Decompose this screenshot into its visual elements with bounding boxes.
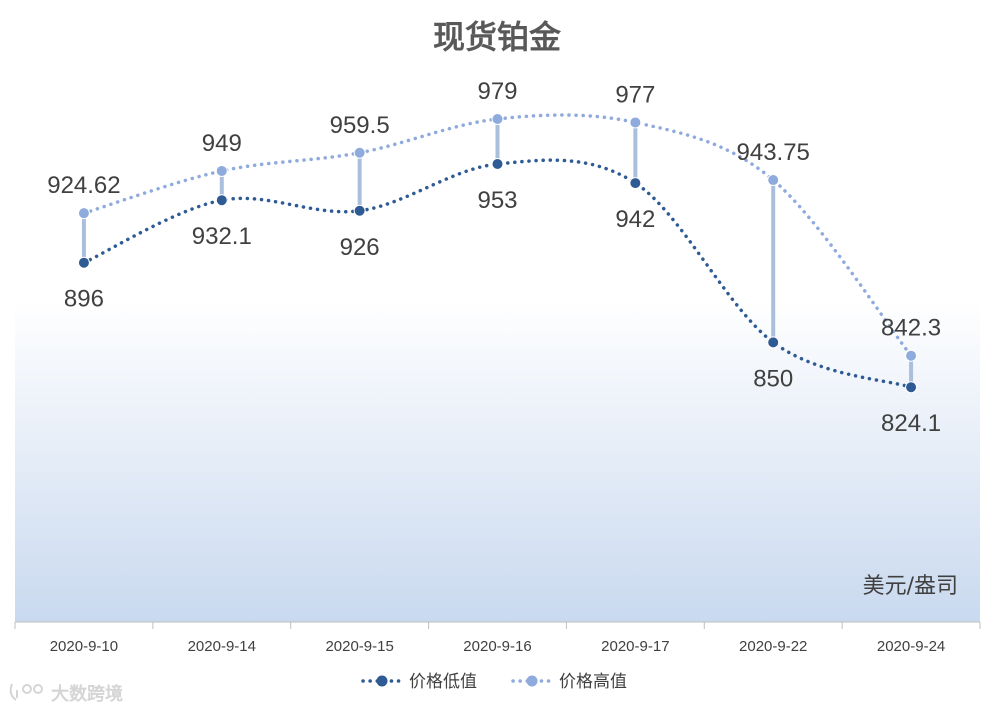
data-label-high: 842.3 (881, 315, 941, 342)
low-point-marker (905, 381, 918, 394)
data-label-low: 824.1 (881, 410, 941, 437)
low-point-marker (629, 177, 642, 190)
x-tick-label: 2020-9-17 (601, 638, 669, 655)
high-point-marker (353, 146, 366, 159)
high-point-marker (629, 116, 642, 129)
data-label-low: 850 (753, 365, 793, 392)
x-tick-label: 2020-9-15 (325, 638, 393, 655)
x-tick-label: 2020-9-16 (463, 638, 531, 655)
data-label-high: 977 (615, 81, 655, 108)
data-label-high: 943.75 (737, 139, 810, 166)
legend-marker-swatch (526, 675, 538, 687)
low-point-marker (77, 256, 90, 269)
legend: 价格低值 价格高值 (361, 672, 627, 692)
chart-title: 现货铂金 (433, 18, 562, 56)
low-point-marker (491, 158, 504, 171)
high-point-marker (77, 207, 90, 220)
legend-label: 价格低值 (409, 672, 477, 692)
x-tick-label: 2020-9-10 (50, 638, 118, 655)
high-point-marker (767, 174, 780, 187)
data-label-high: 924.62 (47, 172, 120, 199)
high-point-marker (491, 113, 504, 125)
low-point-marker (215, 194, 228, 207)
data-label-low: 932.1 (192, 223, 252, 250)
data-label-low: 953 (477, 187, 517, 214)
x-tick-label: 2020-9-22 (739, 638, 807, 655)
data-label-low: 896 (64, 286, 104, 313)
data-label-low: 942 (615, 206, 655, 233)
low-point-marker (353, 204, 366, 217)
high-point-marker (905, 349, 918, 362)
watermark: 大数跨境 (9, 683, 123, 705)
high-point-marker (215, 164, 228, 177)
x-tick-label: 2020-9-14 (188, 638, 256, 655)
data-label-high: 949 (202, 130, 242, 157)
legend-marker-swatch (376, 675, 388, 687)
legend-label: 价格高值 (559, 672, 627, 692)
data-label-high: 959.5 (330, 112, 390, 139)
plot-area-background (15, 300, 980, 622)
watermark-logo-icon (9, 683, 43, 701)
unit-label: 美元/盎司 (863, 574, 958, 599)
watermark-text: 大数跨境 (51, 683, 123, 705)
low-point-marker (767, 336, 780, 349)
data-label-high: 979 (477, 78, 517, 105)
data-label-low: 926 (340, 234, 380, 261)
x-tick-label: 2020-9-24 (877, 638, 945, 655)
